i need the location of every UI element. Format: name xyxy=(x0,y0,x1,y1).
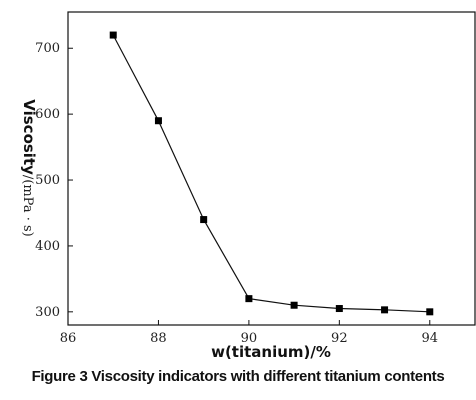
data-point xyxy=(109,31,117,39)
y-axis-title: Viscosity/(mPa · s) xyxy=(20,99,38,236)
series-line xyxy=(112,34,430,313)
x-axis-ticks: 86 88 90 92 94 xyxy=(60,320,438,346)
data-point xyxy=(154,117,162,125)
y-axis-title-bold: Viscosity xyxy=(20,99,38,175)
y-tick-label: 300 xyxy=(35,305,60,320)
y-axis-ticks: 300 400 500 600 700 xyxy=(35,41,73,320)
data-point xyxy=(381,306,389,314)
y-tick-label: 600 xyxy=(35,107,60,122)
x-tick-label: 94 xyxy=(422,331,439,346)
x-tick-label: 86 xyxy=(60,331,77,346)
x-tick-label: 92 xyxy=(331,331,348,346)
data-point xyxy=(426,308,434,316)
plot-frame xyxy=(67,11,476,326)
x-tick-label: 88 xyxy=(150,331,167,346)
y-tick-label: 700 xyxy=(35,41,60,56)
figure-caption: Figure 3 Viscosity indicators with diffe… xyxy=(31,368,445,385)
y-tick-label: 400 xyxy=(35,239,60,254)
y-axis-title-unit: /(mPa · s) xyxy=(20,175,35,237)
data-point xyxy=(200,216,208,224)
x-axis-title: w(titanium)/% xyxy=(211,343,331,361)
x-tick-label: 90 xyxy=(241,331,258,346)
data-point xyxy=(290,301,298,309)
data-point xyxy=(335,305,343,313)
y-tick-label: 500 xyxy=(35,173,60,188)
data-point xyxy=(245,295,253,303)
data-points xyxy=(109,31,434,316)
viscosity-chart: 300 400 500 600 700 86 88 90 92 94 w(titanium)/%… xyxy=(20,11,476,361)
